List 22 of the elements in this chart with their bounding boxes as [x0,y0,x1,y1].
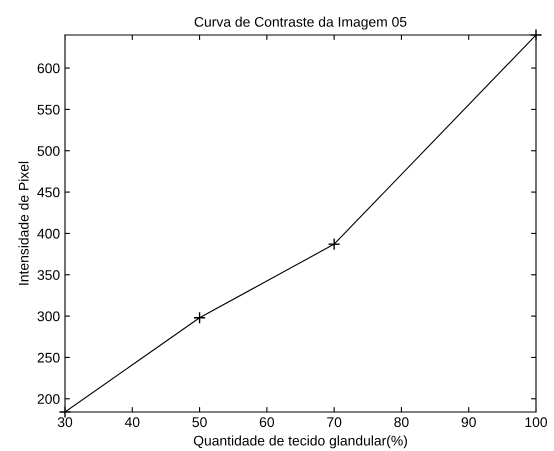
y-tick-label: 450 [37,187,60,198]
point [328,238,340,250]
chart-title: Curva de Contraste da Imagem 05 [194,16,406,30]
y-tick-label: 300 [38,311,60,322]
y-axis-title: Intensidade de Pixel [18,162,29,285]
y-tick-label: 550 [38,104,60,115]
y-tick-label: 400 [37,228,60,239]
x-tick-label: 70 [327,417,342,428]
y-tick-label: 600 [38,63,60,74]
x-tick-label: 30 [58,417,72,428]
x-tick-label: 90 [462,417,476,428]
x-tick-label: 40 [124,417,140,428]
point [193,312,206,324]
x-tick-label: 100 [525,417,548,428]
y-tick-label: 200 [38,394,60,404]
y-tick-label: 500 [38,146,60,156]
x-tick-label: 60 [260,417,274,428]
x-axis-title: Quantidade de tecido glandular(%) [194,435,407,448]
x-tick-label: 50 [192,417,207,428]
y-tick-label: 350 [38,270,60,280]
x-tick-label: 80 [394,417,409,428]
y-tick-label: 250 [38,352,60,363]
